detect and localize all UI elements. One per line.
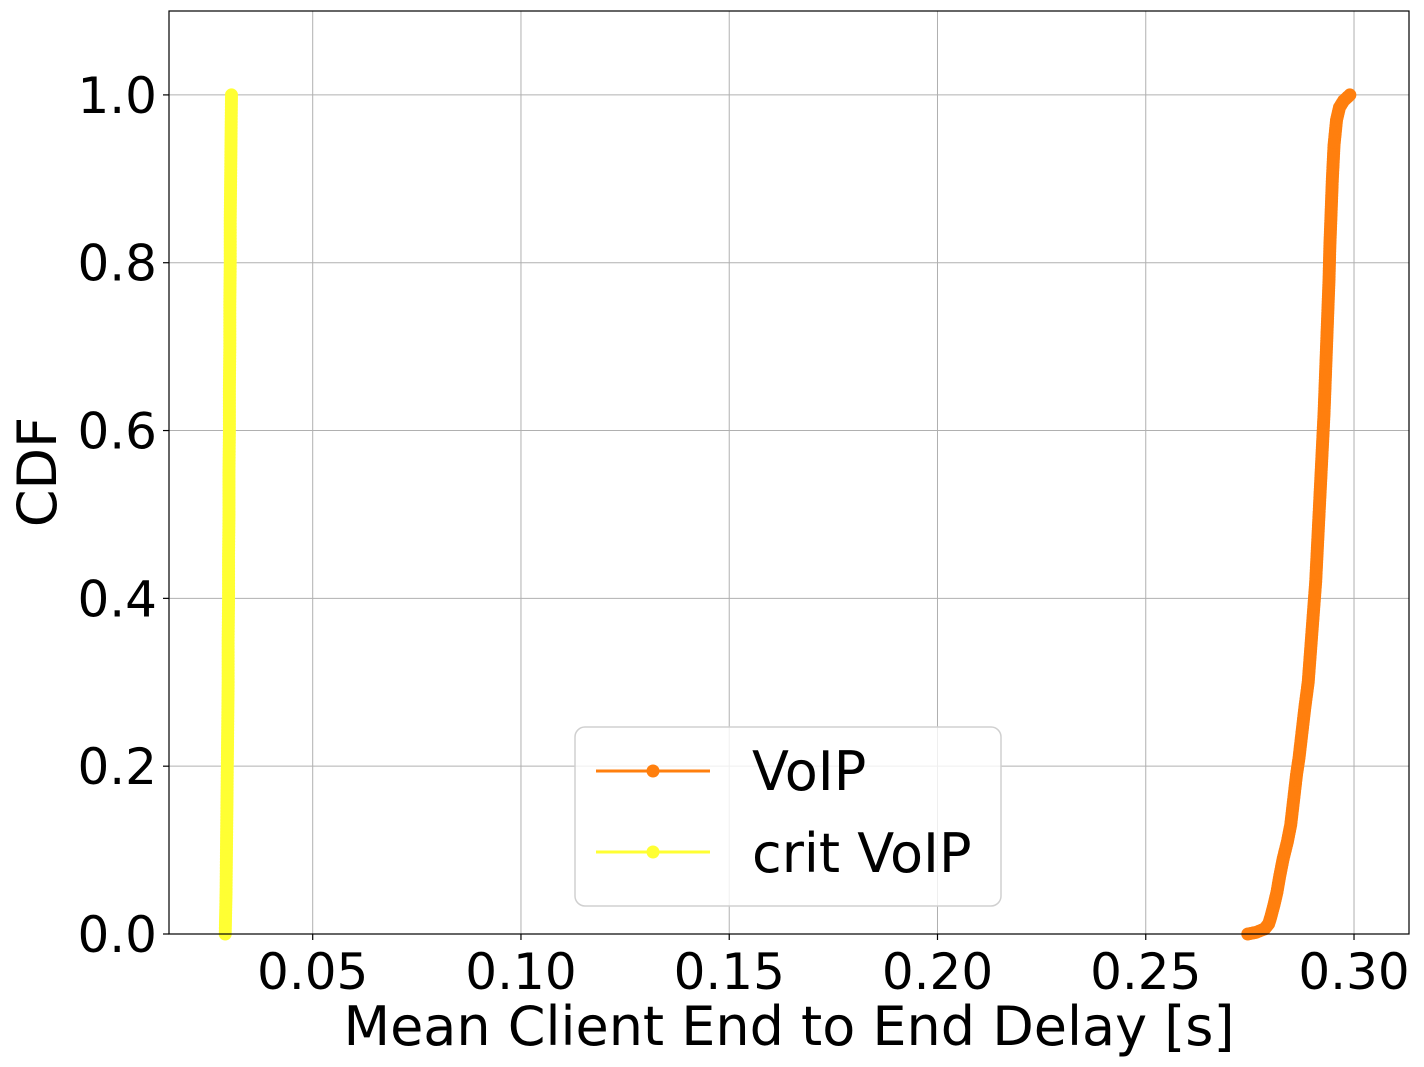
legend-label-crit-voip: crit VoIP — [752, 822, 972, 885]
legend-marker-crit-voip — [646, 845, 660, 859]
y-tick-label: 0.8 — [77, 235, 157, 293]
y-tick-label: 0.6 — [77, 403, 157, 461]
legend-marker-voip — [646, 764, 660, 778]
y-tick-label: 0.0 — [77, 906, 157, 964]
x-tick-label: 0.30 — [1298, 943, 1409, 1001]
x-axis-label: Mean Client End to End Delay [s] — [343, 995, 1234, 1058]
y-tick-label: 0.2 — [77, 738, 157, 796]
x-tick-label: 0.20 — [882, 943, 993, 1001]
plot-frame — [168, 10, 1410, 935]
data-point — [224, 88, 238, 102]
y-axis-label: CDF — [6, 417, 69, 527]
x-tick-label: 0.15 — [674, 943, 785, 1001]
y-tick-label: 0.4 — [77, 570, 157, 628]
series-voip — [1241, 88, 1357, 941]
x-tick-label: 0.25 — [1090, 943, 1201, 1001]
legend: VoIP crit VoIP — [574, 726, 1002, 907]
series-layer — [218, 88, 1357, 941]
series-crit-voip — [218, 88, 238, 941]
x-tick-label: 0.05 — [257, 943, 368, 1001]
data-point — [1343, 88, 1357, 102]
y-tick-label: 1.0 — [77, 67, 157, 125]
ticks-layer: 0.05 0.10 0.15 0.20 0.25 0.30 0.0 0.2 0.4 0.6 0.8 1… — [77, 67, 1409, 1001]
x-tick-label: 0.10 — [465, 943, 576, 1001]
legend-label-voip: VoIP — [752, 740, 866, 803]
